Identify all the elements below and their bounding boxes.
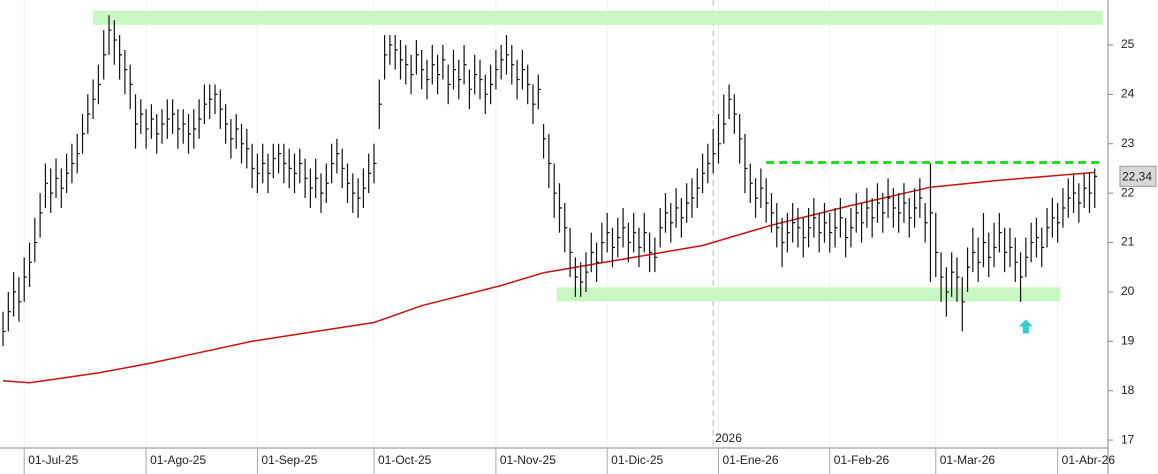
plot-area (2, 0, 1103, 448)
y-tick-label: 25 (1121, 37, 1135, 51)
x-tick-label: 01-Mar-26 (940, 453, 996, 467)
y-tick-label: 18 (1121, 383, 1135, 397)
x-tick-label: 01-Feb-26 (834, 453, 890, 467)
y-tick-label: 21 (1121, 235, 1135, 249)
x-tick-label: 01-Jul-25 (28, 453, 78, 467)
x-tick-label: 01-Sep-25 (261, 453, 317, 467)
year-label: 2026 (715, 431, 742, 445)
y-tick-label: 22 (1121, 185, 1135, 199)
x-tick-label: 01-Oct-25 (378, 453, 432, 467)
x-tick-label: 01-Dic-25 (611, 453, 663, 467)
y-tick-label: 24 (1121, 87, 1135, 101)
signal-arrow (1018, 319, 1033, 334)
x-tick-label: 01-Nov-25 (500, 453, 556, 467)
x-tick-label: 01-Ene-26 (722, 453, 778, 467)
y-tick-label: 20 (1121, 284, 1135, 298)
x-tick-label: 01-Ago-25 (150, 453, 206, 467)
last-price-box (1119, 165, 1157, 187)
x-tick-label: 01-Abr-26 (1062, 453, 1116, 467)
y-tick-label: 23 (1121, 136, 1135, 150)
y-tick-label: 19 (1121, 333, 1135, 347)
moving-average-line (2, 171, 1095, 384)
last-price-label: 22,34 (1122, 170, 1152, 184)
y-tick-label: 17 (1121, 432, 1135, 446)
